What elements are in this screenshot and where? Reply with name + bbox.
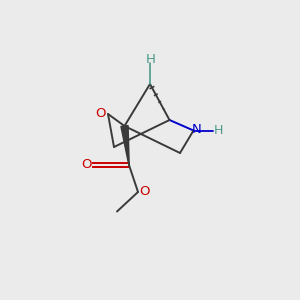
Text: O: O [95, 107, 106, 120]
Text: O: O [139, 185, 149, 198]
Text: O: O [82, 158, 92, 171]
Polygon shape [121, 126, 129, 165]
Text: H: H [214, 124, 223, 137]
Text: H: H [146, 53, 155, 66]
Text: N: N [192, 123, 202, 136]
